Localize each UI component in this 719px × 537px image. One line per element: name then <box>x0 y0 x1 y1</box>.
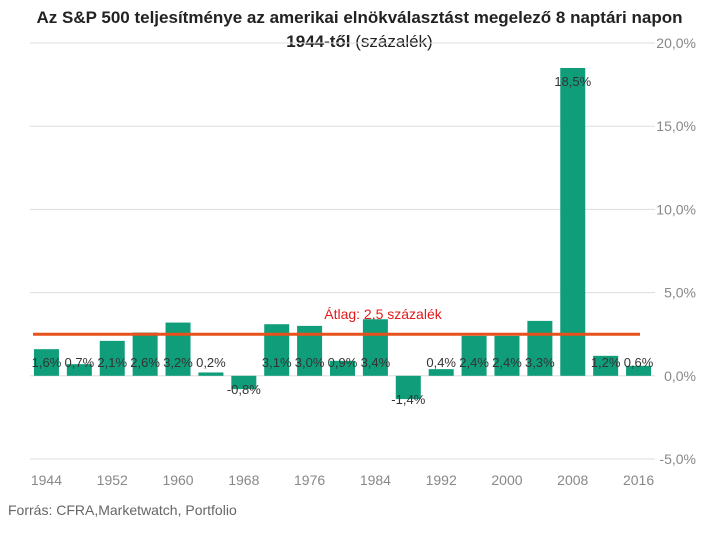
bar-1980 <box>330 360 355 376</box>
title-line-2: 1944-től (százalék) <box>0 30 719 54</box>
bar-1956 <box>132 332 158 376</box>
data-label-1992: 0,4% <box>426 355 456 370</box>
data-label-1988: -1,4% <box>391 392 425 407</box>
data-label-2004: 3,3% <box>525 355 555 370</box>
bar-2008 <box>560 67 586 376</box>
bar-1996 <box>461 335 487 376</box>
data-label-1976: 3,0% <box>295 355 325 370</box>
data-label-1960: 3,2% <box>163 355 193 370</box>
data-label-1980: 0,9% <box>328 355 358 370</box>
title-line-2-bold: 1944-től <box>286 32 351 51</box>
source-note: Forrás: CFRA,Marketwatch, Portfolio <box>8 502 237 518</box>
data-label-1964: 0,2% <box>196 355 226 370</box>
chart-title: Az S&P 500 teljesítménye az amerikai eln… <box>0 6 719 54</box>
data-label-1972: 3,1% <box>262 355 292 370</box>
data-label-2000: 2,4% <box>492 355 522 370</box>
data-label-1956: 2,6% <box>130 355 160 370</box>
bar-1968 <box>231 375 257 390</box>
y-tick-label: 15,0% <box>656 118 696 134</box>
data-label-1984: 3,4% <box>361 355 391 370</box>
bar-2012 <box>593 355 619 376</box>
bar-1952 <box>99 340 125 376</box>
data-label-1968: -0,8% <box>227 382 261 397</box>
y-tick-label: 20,0% <box>656 35 696 51</box>
x-tick-label: 1944 <box>31 472 62 488</box>
bar-2000 <box>494 335 520 376</box>
bar-1944 <box>33 349 59 376</box>
bar-1984 <box>362 319 388 376</box>
bar-1964 <box>198 372 224 376</box>
bar-1988 <box>395 375 421 400</box>
data-label-2008: 18,5% <box>554 74 591 89</box>
y-tick-label: 5,0% <box>664 285 696 301</box>
y-tick-label: 10,0% <box>656 201 696 217</box>
y-tick-label: -5,0% <box>659 451 696 467</box>
x-tick-label: 1952 <box>97 472 128 488</box>
data-label-1948: 0,7% <box>65 355 95 370</box>
bar-1960 <box>165 322 191 376</box>
bar-2004 <box>527 320 553 376</box>
x-tick-label: 2000 <box>491 472 522 488</box>
bar-2016 <box>626 365 652 376</box>
title-line-1: Az S&P 500 teljesítménye az amerikai eln… <box>36 8 683 27</box>
bar-1992 <box>428 369 454 376</box>
x-tick-label: 1960 <box>162 472 193 488</box>
data-label-1996: 2,4% <box>459 355 489 370</box>
data-label-1944: 1,6% <box>32 355 62 370</box>
x-tick-label: 1968 <box>228 472 259 488</box>
x-tick-label: 1984 <box>360 472 391 488</box>
title-line-2-rest: (százalék) <box>350 32 433 51</box>
x-tick-label: 2016 <box>623 472 654 488</box>
x-tick-label: 1976 <box>294 472 325 488</box>
x-tick-label: 2008 <box>557 472 588 488</box>
y-tick-label: 0,0% <box>664 368 696 384</box>
x-tick-label: 1992 <box>426 472 457 488</box>
data-label-2016: 0,6% <box>624 355 654 370</box>
data-label-1952: 2,1% <box>97 355 127 370</box>
bar-1948 <box>66 364 92 376</box>
data-label-2012: 1,2% <box>591 355 621 370</box>
average-label: Átlag: 2,5 százalék <box>324 306 443 322</box>
